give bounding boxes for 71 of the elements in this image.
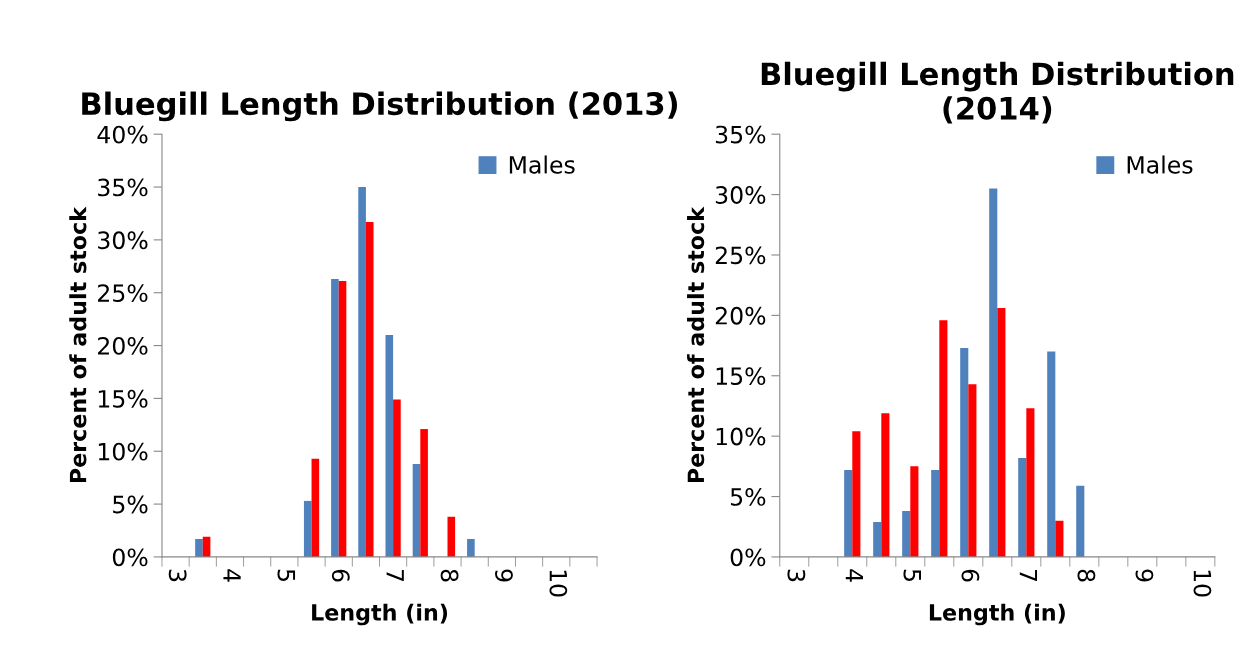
bar [195,538,203,557]
y-tick-label: 15% [716,367,766,386]
legend-label: Males [509,155,575,174]
legend-label: Males [1127,155,1193,174]
x-tick-label: 3 [787,569,806,582]
bar [311,458,320,557]
bar [447,516,456,557]
x-tick-label: 9 [495,569,513,582]
x-tick-label: 6 [331,569,350,582]
y-tick-label: 0% [112,548,148,567]
bar [1055,520,1064,557]
bar [931,469,940,557]
x-tick-label: 3 [168,569,187,582]
x-tick-label: 8 [1077,569,1096,582]
bar [997,308,1006,557]
x-tick-label: 10 [1193,570,1212,597]
x-tick-label: 7 [386,569,404,582]
y-tick-label: 35% [715,125,766,144]
bar [910,466,919,557]
x-tick-label: 10 [549,570,568,597]
bar [1026,408,1035,557]
y-tick-label: 5% [113,495,148,514]
x-tick-label: 7 [1019,569,1038,582]
x-axis-title: Length (in) [312,603,448,626]
bar [1047,351,1056,557]
bar [358,187,366,557]
bar [420,429,428,557]
bar [1076,485,1085,557]
bar [412,463,421,557]
x-tick-label: 8 [440,569,459,582]
x-tick-label: 4 [223,569,241,582]
y-axis-title: Percent of adult stock [687,206,705,483]
bar [385,335,394,557]
y-tick-label: 10% [716,427,766,446]
y-tick-label: 0% [730,548,766,567]
bar [881,413,890,557]
x-tick-label: 4 [845,569,863,582]
y-axis-title: Percent of adult stock [69,206,87,483]
y-tick-label: 20% [98,337,148,355]
bar [303,500,312,557]
y-tick-label: 35% [98,178,148,197]
bar [338,281,347,557]
chart-title: Bluegill Length Distribution (2013) [82,91,677,122]
y-tick-label: 30% [98,231,148,250]
bar [331,278,339,557]
y-tick-label: 15% [98,389,148,408]
bar [844,469,853,557]
y-tick-label: 5% [730,487,766,506]
bar [393,399,401,557]
y-tick-label: 25% [98,284,148,303]
bar [968,384,977,557]
bar [939,320,948,557]
x-tick-label: 6 [961,569,980,582]
x-tick-label: 5 [903,569,921,581]
y-tick-label: 30% [715,186,766,204]
bar [902,511,911,557]
x-tick-label: 9 [1135,569,1154,582]
y-tick-label: 10% [98,442,148,461]
bar [467,538,475,557]
bar [960,347,969,557]
y-tick-label: 20% [715,306,766,325]
bar [365,221,374,557]
y-tick-label: 25% [715,246,766,265]
bar [852,431,861,557]
x-axis-title: Length (in) [929,603,1065,626]
x-tick-label: 5 [277,569,296,581]
bar [989,188,998,557]
bar [1018,457,1027,557]
bar [873,521,882,557]
chart-title: Bluegill Length Distribution (2014) [761,61,1234,124]
y-tick-label: 40% [97,125,148,144]
